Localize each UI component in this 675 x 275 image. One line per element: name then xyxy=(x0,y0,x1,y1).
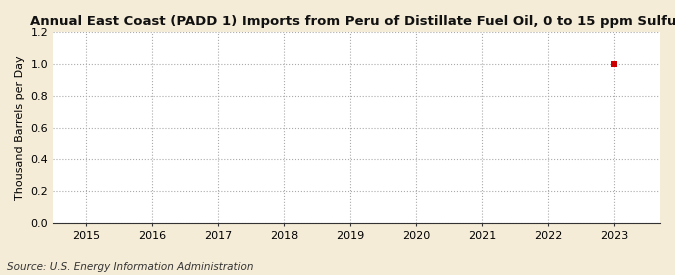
Y-axis label: Thousand Barrels per Day: Thousand Barrels per Day xyxy=(15,55,25,200)
Title: Annual East Coast (PADD 1) Imports from Peru of Distillate Fuel Oil, 0 to 15 ppm: Annual East Coast (PADD 1) Imports from … xyxy=(30,15,675,28)
Text: Source: U.S. Energy Information Administration: Source: U.S. Energy Information Administ… xyxy=(7,262,253,272)
